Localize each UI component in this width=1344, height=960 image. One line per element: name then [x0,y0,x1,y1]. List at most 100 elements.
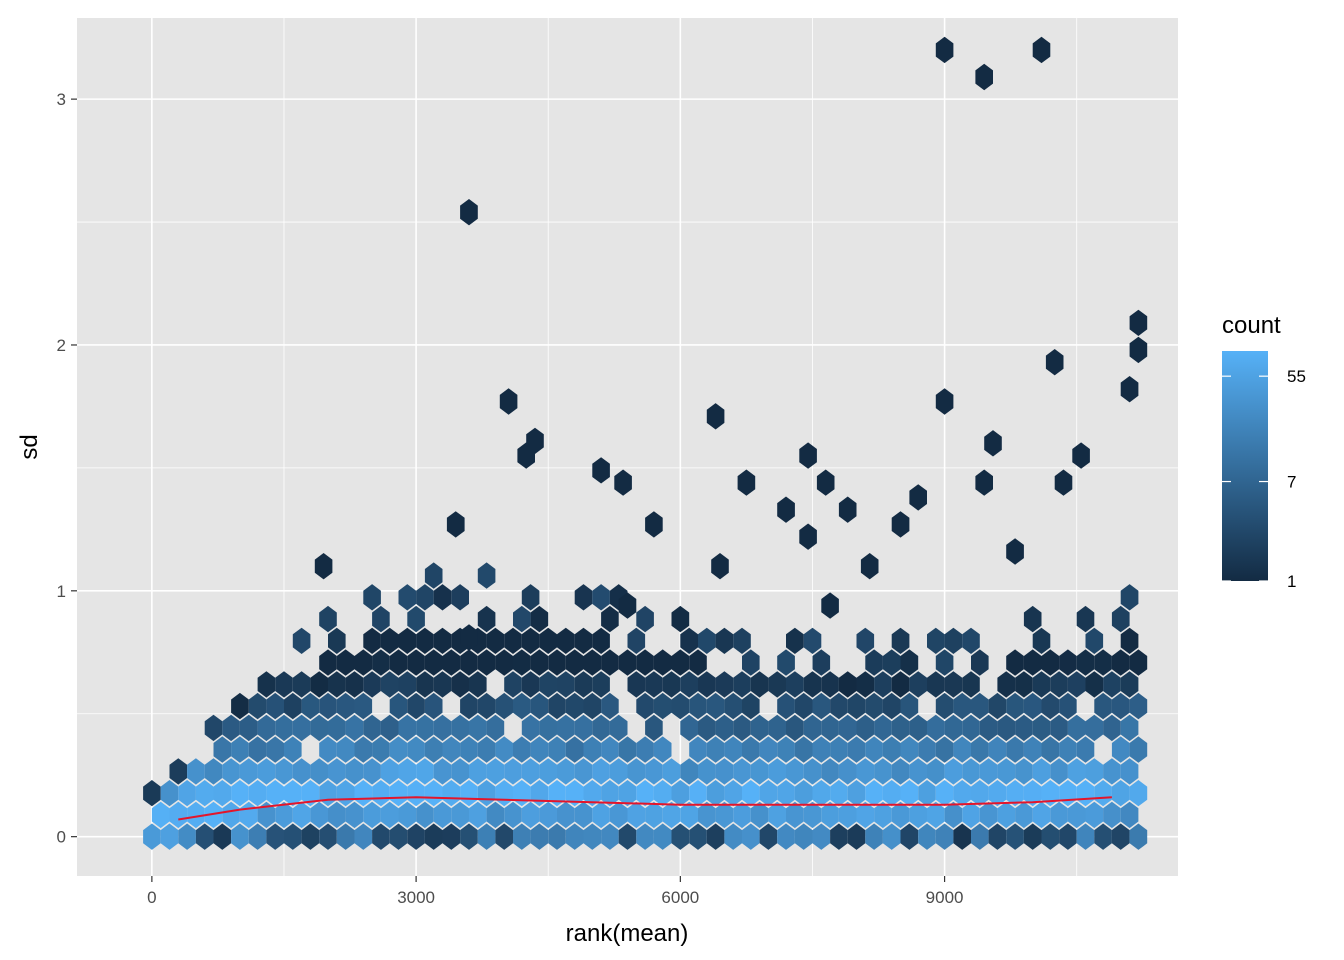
hex-bin [627,801,646,829]
hex-bin [169,758,188,785]
hex-bin [900,780,919,807]
hex-bin [143,823,161,850]
hex-bin [319,823,337,850]
hex-bin [891,801,910,829]
hex-bin [698,714,716,742]
hex-bin [407,692,425,720]
hex-bin [504,801,522,829]
hex-bin [539,758,557,785]
hex-bin [389,649,408,676]
hex-bin [979,758,998,785]
hex-bin [1111,823,1130,850]
hex-bin [319,736,337,763]
hex-bin [786,758,804,785]
hex-bin [865,649,883,676]
hex-bin [882,736,901,763]
hex-bin [1129,309,1148,336]
hex-bin [856,714,875,742]
hex-bin [733,758,751,785]
hex-bin [803,671,822,698]
hex-bin [838,758,857,785]
hex-bin [653,823,672,850]
hex-bin [565,649,584,676]
hex-bin [715,714,734,742]
hex-bin [750,758,769,785]
hex-bin [213,823,232,850]
hex-bin [962,801,980,829]
hex-bin [592,627,610,654]
hex-bin [698,627,716,654]
hex-bin [354,649,373,676]
hex-bin [565,692,584,720]
hex-bin [618,736,637,763]
hex-bin [742,823,760,850]
hex-bin [838,801,857,829]
hex-bin [997,671,1016,698]
hex-bin [1032,801,1051,829]
hex-bin [900,823,919,850]
hex-bin [1041,780,1060,807]
hex-bin [909,758,927,785]
hex-bin [860,553,879,580]
hex-bin [389,823,408,850]
hex-bin [460,736,478,763]
hex-bin [275,758,293,785]
y-tick-label: 2 [57,336,66,355]
hex-bin [1103,801,1121,829]
hex-bin [416,801,434,829]
hex-bin [424,736,443,763]
hex-bin [847,736,866,763]
hex-bin [962,627,980,654]
hex-bin [328,671,346,698]
hex-bin [689,649,707,676]
hex-bin [847,823,866,850]
hex-bin [1120,627,1139,654]
hex-bin [442,649,461,676]
hex-bin [433,671,452,698]
hex-bin [715,801,734,829]
hex-bin [301,780,320,807]
hex-bin [653,649,672,676]
hex-bin [689,823,707,850]
hex-bin [953,780,971,807]
hex-bin [838,496,857,523]
hex-bin [627,758,646,785]
hex-bin [1015,758,1033,785]
hex-bin [521,671,540,698]
hex-bin [1023,736,1042,763]
hex-bin [565,736,584,763]
hex-bin [354,823,373,850]
hex-bin [433,627,452,654]
hex-bin [733,671,751,698]
hex-bin [997,758,1016,785]
hex-bin [1076,823,1095,850]
hex-bin [266,736,284,763]
hex-bin [786,671,804,698]
hex-bin [380,671,399,698]
hex-bin [292,627,311,654]
hex-bin [803,801,822,829]
hex-bin [257,671,276,698]
legend-label: 55 [1287,367,1306,386]
hex-bin [636,780,654,807]
hex-bin [627,671,646,698]
hex-bin [1045,349,1064,376]
hex-bin [398,627,417,654]
hex-bin [962,758,980,785]
hex-bin [1085,671,1104,698]
hex-bin [742,649,760,676]
hex-bin [372,649,390,676]
hex-bin [231,823,249,850]
hex-bin [592,671,610,698]
y-axis: 0 1 2 3 [57,90,77,847]
hex-bin [821,801,839,829]
hex-bin [882,649,901,676]
hex-bin [372,823,390,850]
hex-bin [1023,649,1042,676]
hex-bin [407,823,425,850]
hex-bin [1032,758,1051,785]
hex-bin [944,671,963,698]
hex-bin [653,780,672,807]
hex-bin [865,780,883,807]
hex-bin [847,780,866,807]
